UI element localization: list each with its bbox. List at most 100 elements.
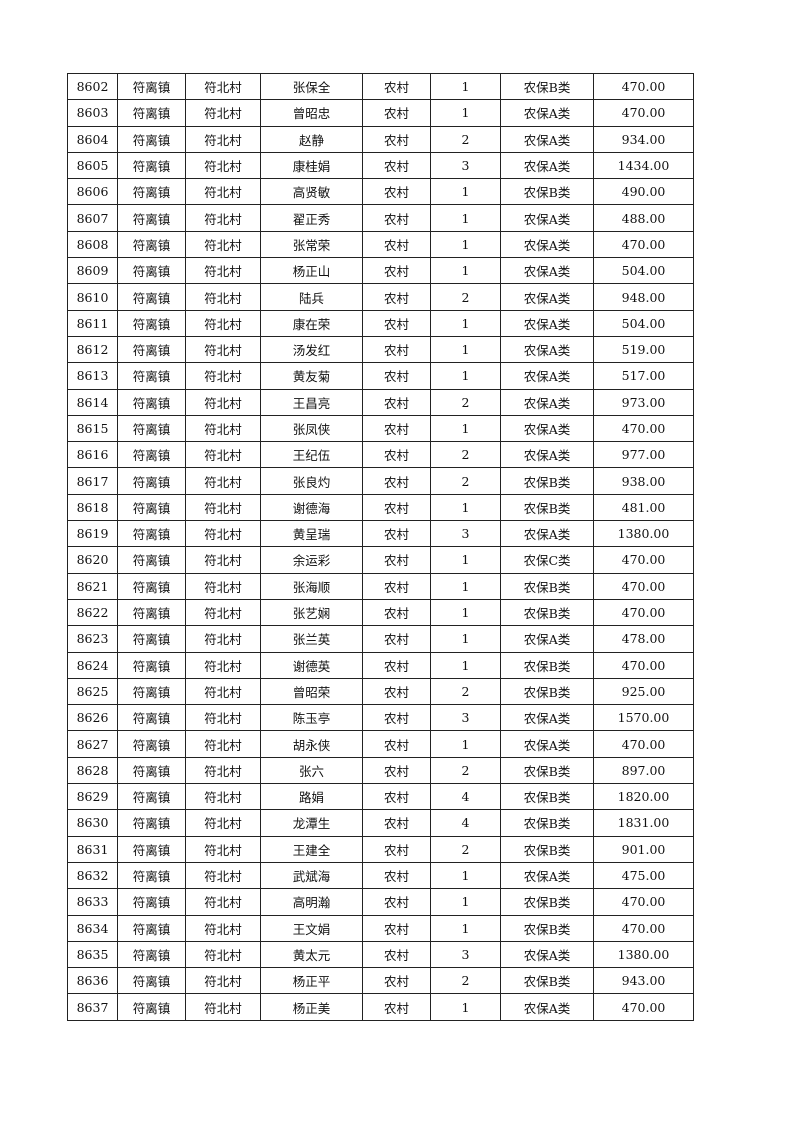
- row-number-cell: 8627: [67, 730, 118, 758]
- category-cell: 农保B类: [500, 72, 594, 101]
- name-cell: 张六: [260, 756, 363, 785]
- town-cell: 符离镇: [117, 572, 186, 600]
- household-type-cell: 农村: [362, 335, 431, 364]
- amount-cell: 478.00: [593, 625, 694, 653]
- category-cell: 农保B类: [500, 783, 594, 811]
- amount-cell: 475.00: [593, 861, 694, 890]
- village-cell: 符北村: [185, 283, 261, 311]
- amount-cell: 1380.00: [593, 520, 694, 548]
- table-row: 8617 符离镇 符北村 张良灼 农村 2 农保B类 938.00: [67, 467, 694, 495]
- household-type-cell: 农村: [362, 309, 431, 337]
- household-type-cell: 农村: [362, 809, 431, 837]
- member-count-cell: 1: [430, 99, 501, 127]
- amount-cell: 470.00: [593, 888, 694, 916]
- town-cell: 符离镇: [117, 914, 186, 942]
- member-count-cell: 4: [430, 809, 501, 837]
- village-cell: 符北村: [185, 520, 261, 548]
- amount-cell: 519.00: [593, 335, 694, 364]
- category-cell: 农保A类: [500, 520, 594, 548]
- member-count-cell: 2: [430, 677, 501, 706]
- table-row: 8610 符离镇 符北村 陆兵 农村 2 农保A类 948.00: [67, 283, 694, 311]
- amount-cell: 943.00: [593, 967, 694, 995]
- town-cell: 符离镇: [117, 441, 186, 469]
- category-cell: 农保A类: [500, 99, 594, 127]
- table-row: 8631 符离镇 符北村 王建全 农村 2 农保B类 901.00: [67, 835, 694, 863]
- row-number-cell: 8620: [67, 546, 118, 574]
- row-number-cell: 8613: [67, 362, 118, 390]
- household-type-cell: 农村: [362, 651, 431, 679]
- category-cell: 农保C类: [500, 546, 594, 574]
- member-count-cell: 3: [430, 940, 501, 969]
- town-cell: 符离镇: [117, 704, 186, 732]
- row-number-cell: 8628: [67, 756, 118, 785]
- village-cell: 符北村: [185, 888, 261, 916]
- town-cell: 符离镇: [117, 335, 186, 364]
- town-cell: 符离镇: [117, 783, 186, 811]
- household-type-cell: 农村: [362, 257, 431, 285]
- table-row: 8612 符离镇 符北村 汤发红 农村 1 农保A类 519.00: [67, 335, 694, 364]
- table-row: 8632 符离镇 符北村 武斌海 农村 1 农保A类 475.00: [67, 861, 694, 890]
- table-row: 8608 符离镇 符北村 张常荣 农村 1 农保A类 470.00: [67, 230, 694, 259]
- row-number-cell: 8631: [67, 835, 118, 863]
- household-type-cell: 农村: [362, 572, 431, 600]
- village-cell: 符北村: [185, 625, 261, 653]
- amount-cell: 948.00: [593, 283, 694, 311]
- name-cell: 王昌亮: [260, 388, 363, 416]
- table-row: 8626 符离镇 符北村 陈玉亭 农村 3 农保A类 1570.00: [67, 704, 694, 732]
- village-cell: 符北村: [185, 335, 261, 364]
- member-count-cell: 2: [430, 283, 501, 311]
- amount-cell: 470.00: [593, 230, 694, 259]
- village-cell: 符北村: [185, 861, 261, 890]
- amount-cell: 934.00: [593, 125, 694, 153]
- household-type-cell: 农村: [362, 993, 431, 1021]
- table-row: 8627 符离镇 符北村 胡永侠 农村 1 农保A类 470.00: [67, 730, 694, 758]
- beneficiary-table: 8602 符离镇 符北村 张保全 农村 1 农保B类 470.00 8603 符离镇 符北村 曾昭忠农…: [67, 72, 694, 1021]
- amount-cell: 470.00: [593, 546, 694, 574]
- name-cell: 谢德海: [260, 493, 363, 522]
- town-cell: 符离镇: [117, 99, 186, 127]
- household-type-cell: 农村: [362, 414, 431, 443]
- table-row: 8621 符离镇 符北村 张海顺 农村 1 农保B类 470.00: [67, 572, 694, 600]
- village-cell: 符北村: [185, 730, 261, 758]
- town-cell: 符离镇: [117, 151, 186, 180]
- town-cell: 符离镇: [117, 72, 186, 101]
- household-type-cell: 农村: [362, 388, 431, 416]
- amount-cell: 1831.00: [593, 809, 694, 837]
- row-number-cell: 8621: [67, 572, 118, 600]
- category-cell: 农保A类: [500, 704, 594, 732]
- category-cell: 农保A类: [500, 625, 594, 653]
- table-row: 8633 符离镇 符北村 高明瀚 农村 1 农保B类 470.00: [67, 888, 694, 916]
- household-type-cell: 农村: [362, 677, 431, 706]
- member-count-cell: 2: [430, 467, 501, 495]
- village-cell: 符北村: [185, 362, 261, 390]
- name-cell: 王建全: [260, 835, 363, 863]
- amount-cell: 470.00: [593, 572, 694, 600]
- table-row: 8618 符离镇 符北村 谢德海 农村 1 农保B类 481.00: [67, 493, 694, 522]
- village-cell: 符北村: [185, 756, 261, 785]
- village-cell: 符北村: [185, 441, 261, 469]
- town-cell: 符离镇: [117, 388, 186, 416]
- amount-cell: 470.00: [593, 72, 694, 101]
- town-cell: 符离镇: [117, 730, 186, 758]
- category-cell: 农保B类: [500, 888, 594, 916]
- name-cell: 康在荣: [260, 309, 363, 337]
- table-row: 8606 符离镇 符北村 高贤敏 农村 1 农保B类 490.00: [67, 178, 694, 206]
- row-number-cell: 8605: [67, 151, 118, 180]
- name-cell: 陈玉亭: [260, 704, 363, 732]
- table-row: 8605 符离镇 符北村 康桂娟 农村 3 农保A类 1434.00: [67, 151, 694, 180]
- household-type-cell: 农村: [362, 178, 431, 206]
- name-cell: 张凤侠: [260, 414, 363, 443]
- row-number-cell: 8630: [67, 809, 118, 837]
- household-type-cell: 农村: [362, 283, 431, 311]
- town-cell: 符离镇: [117, 125, 186, 153]
- name-cell: 陆兵: [260, 283, 363, 311]
- household-type-cell: 农村: [362, 493, 431, 522]
- household-type-cell: 农村: [362, 99, 431, 127]
- name-cell: 王文娟: [260, 914, 363, 942]
- name-cell: 黄太元: [260, 940, 363, 969]
- category-cell: 农保B类: [500, 914, 594, 942]
- village-cell: 符北村: [185, 257, 261, 285]
- member-count-cell: 1: [430, 730, 501, 758]
- name-cell: 杨正平: [260, 967, 363, 995]
- household-type-cell: 农村: [362, 72, 431, 101]
